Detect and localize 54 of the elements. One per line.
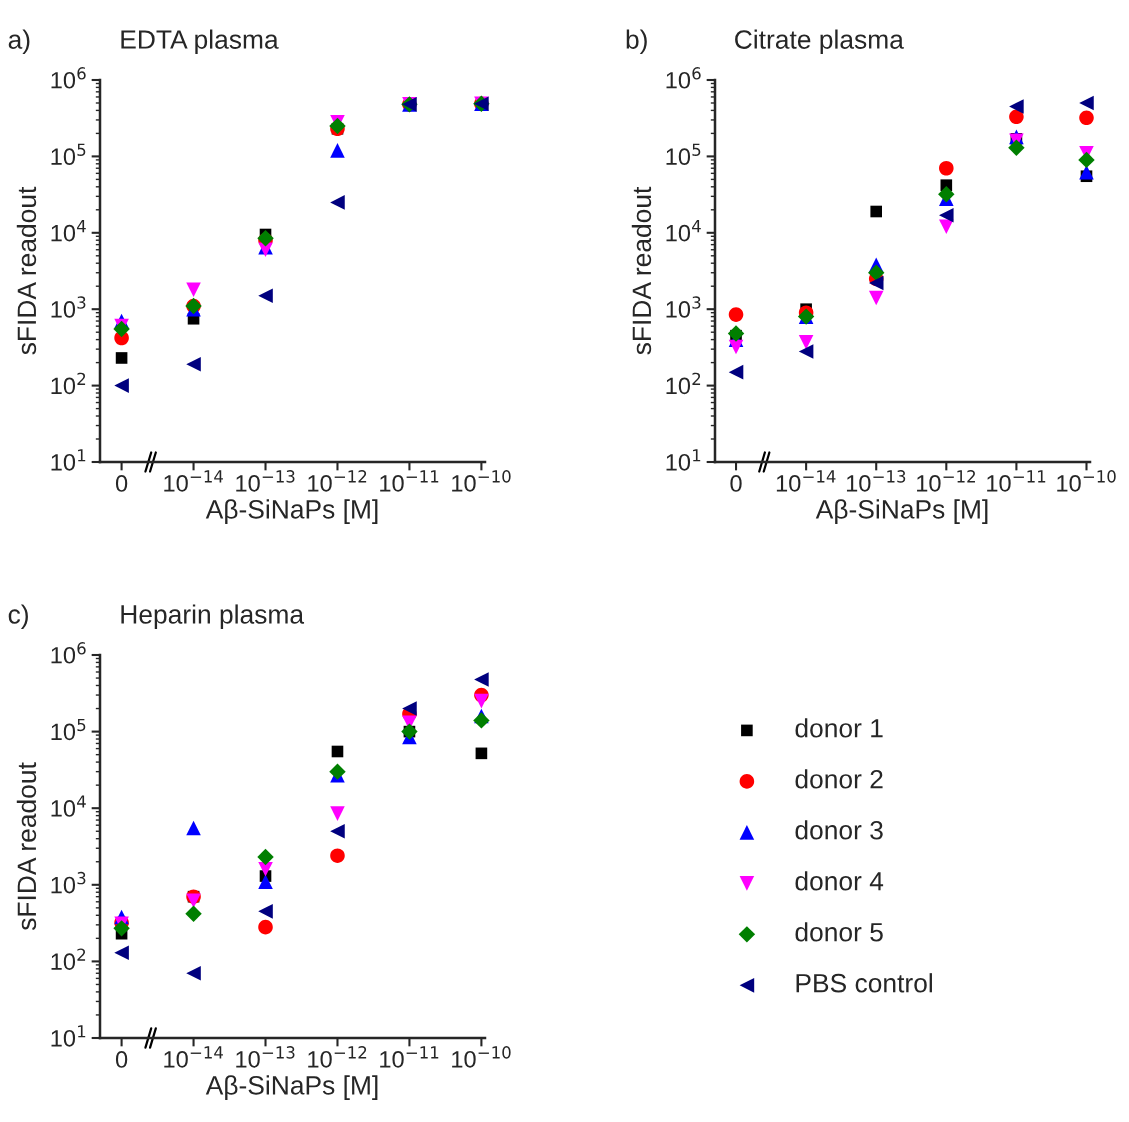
x-tick-label: 10$^{−12}$ — [308, 1046, 367, 1068]
text: b) — [626, 29, 647, 55]
legend-label: donor 1 — [795, 718, 883, 738]
y-axis-title: sFIDA readout — [16, 186, 37, 355]
x-tick-label: 10$^{−11}$ — [987, 470, 1046, 492]
y-axis-title: sFIDA readout — [16, 762, 37, 931]
y-tick-label: 10$^{5}$ — [51, 718, 86, 741]
y-tick-label: 10$^{5}$ — [51, 143, 86, 166]
legend-label: donor 4 — [795, 871, 884, 891]
x-tick-label: 0 — [115, 1051, 128, 1068]
chart-title: Heparin plasma — [121, 604, 305, 629]
x-tick-label: 10$^{−14}$ — [164, 1046, 223, 1068]
y-tick-label: 10$^{2}$ — [666, 372, 701, 395]
x-tick-label: 10$^{−14}$ — [776, 470, 836, 492]
legend-label: donor 2 — [795, 769, 883, 789]
x-tick-label: 10$^{−12}$ — [308, 470, 367, 492]
text: a) — [8, 29, 30, 55]
text: c) — [8, 604, 28, 629]
y-tick-label: 10$^{2}$ — [51, 948, 86, 971]
y-tick-label: 10$^{5}$ — [666, 143, 701, 166]
x-axis-title: Aβ-SiNaPs [M] — [205, 1075, 378, 1100]
x-tick-label: 10$^{−13}$ — [236, 470, 295, 492]
y-axis-title: sFIDA readout — [631, 186, 652, 355]
chart-title: Citrate plasma — [735, 29, 904, 55]
x-tick-label: 10$^{−10}$ — [1057, 470, 1116, 492]
x-tick-label: 10$^{−14}$ — [164, 470, 223, 492]
x-tick-label: 10$^{−10}$ — [452, 1046, 511, 1068]
x-tick-label: 10$^{−11}$ — [380, 1046, 439, 1068]
y-tick-label: 10$^{1}$ — [51, 449, 86, 471]
legend-label: donor 5 — [795, 922, 883, 942]
x-tick-label: 10$^{−10}$ — [452, 470, 511, 492]
x-axis-title: Aβ-SiNaPs [M] — [815, 499, 988, 524]
x-tick-label: 10$^{−11}$ — [380, 470, 439, 492]
x-axis-title: Aβ-SiNaPs [M] — [205, 499, 378, 524]
y-tick-label: 10$^{3}$ — [666, 296, 701, 318]
x-tick-label: 0 — [115, 475, 128, 492]
y-tick-label: 10$^{6}$ — [51, 67, 86, 89]
x-tick-label: 10$^{−13}$ — [846, 470, 906, 492]
legend-label: PBS control — [796, 973, 932, 993]
x-tick-label: 0 — [730, 475, 742, 492]
y-tick-label: 10$^{4}$ — [51, 220, 86, 242]
chart-title: EDTA plasma — [121, 29, 279, 55]
y-tick-label: 10$^{3}$ — [51, 871, 86, 894]
y-tick-label: 10$^{6}$ — [51, 642, 86, 664]
y-tick-label: 10$^{1}$ — [666, 449, 701, 471]
y-tick-label: 10$^{3}$ — [51, 296, 86, 318]
x-tick-label: 10$^{−12}$ — [917, 470, 975, 492]
y-tick-label: 10$^{2}$ — [51, 372, 86, 395]
legend-label: donor 3 — [795, 820, 883, 840]
x-tick-label: 10$^{−13}$ — [236, 1046, 295, 1068]
y-tick-label: 10$^{6}$ — [666, 67, 701, 89]
y-tick-label: 10$^{1}$ — [51, 1025, 86, 1047]
y-tick-label: 10$^{4}$ — [666, 220, 701, 242]
y-tick-label: 10$^{4}$ — [51, 795, 86, 817]
